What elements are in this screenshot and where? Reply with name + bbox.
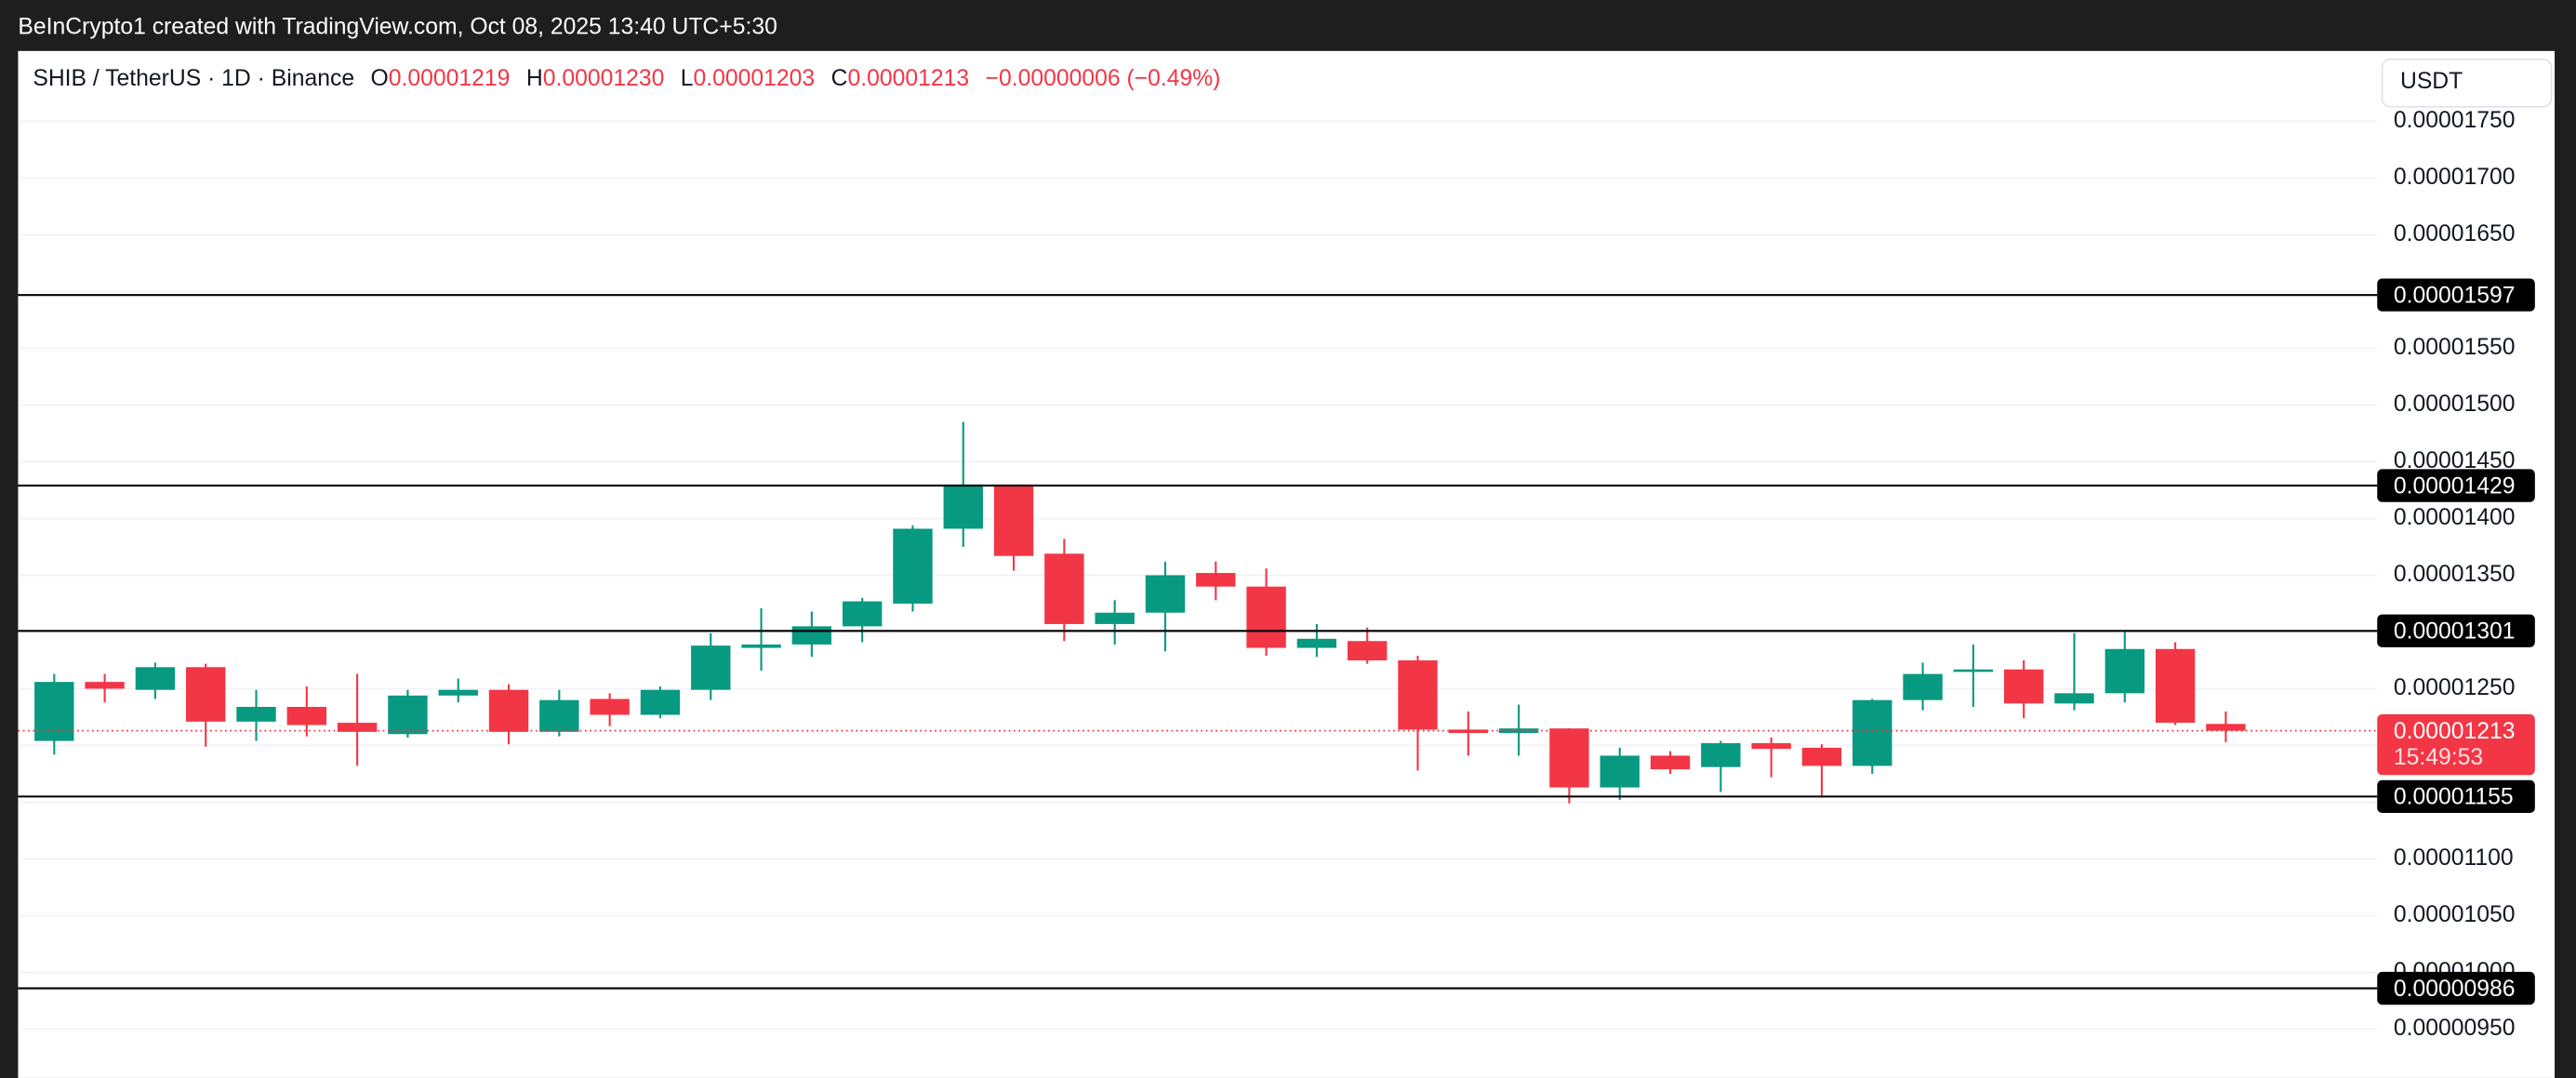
candle-body <box>1953 669 1994 672</box>
candle-body <box>1600 755 1640 788</box>
y-tick-label: 0.00001350 <box>2394 562 2516 587</box>
candle-body <box>691 645 731 690</box>
candle-body <box>1296 638 1337 648</box>
candle-body <box>943 484 983 529</box>
candle-body <box>1903 673 1943 700</box>
candle-body <box>2206 724 2246 731</box>
plot-background <box>18 50 2556 1078</box>
candle-body <box>2155 648 2196 724</box>
candles <box>34 421 2246 804</box>
y-tick-label: 0.00001400 <box>2394 505 2516 530</box>
candle-body <box>286 706 327 725</box>
currency-label[interactable]: USDT <box>2400 69 2463 94</box>
candle-body <box>1348 641 1388 660</box>
countdown: 15:49:53 <box>2394 745 2483 770</box>
y-tick-label: 0.00001100 <box>2394 845 2514 871</box>
level-label: 0.00001155 <box>2394 785 2514 810</box>
level-label: 0.00000986 <box>2394 977 2516 1002</box>
candle-body <box>85 682 125 689</box>
level-label: 0.00001429 <box>2394 473 2516 499</box>
legend-label: H <box>526 65 543 90</box>
candle-body <box>1145 575 1186 613</box>
legend-value: 0.00001203 <box>694 65 816 90</box>
candle-body <box>236 706 276 722</box>
currency-button[interactable] <box>2381 58 2553 108</box>
level-label: 0.00001301 <box>2394 619 2516 645</box>
header: BeInCrypto1 created with TradingView.com… <box>18 15 777 40</box>
y-tick-label: 0.00001500 <box>2394 392 2516 417</box>
candle-body <box>34 682 74 741</box>
candle-body <box>438 689 478 696</box>
level-label-box <box>2377 469 2535 502</box>
candle-body <box>1246 586 1286 648</box>
candle-body <box>135 667 176 690</box>
candle-body <box>1398 659 1438 730</box>
y-tick-label: 0.00001750 <box>2394 108 2516 133</box>
candle-body <box>1852 699 1892 766</box>
y-tick-label: 0.00001050 <box>2394 902 2516 927</box>
candle-body <box>1701 743 1741 767</box>
grid <box>18 120 2378 1031</box>
legend-value: 0.00001230 <box>543 65 665 90</box>
legend-value: 0.00001213 <box>848 65 970 90</box>
level-label: 0.00001597 <box>2394 283 2516 308</box>
candle-body <box>741 644 781 648</box>
candle-body <box>1196 573 1236 587</box>
legend-label: C <box>831 65 848 90</box>
candle-body <box>1650 755 1691 770</box>
candle-body <box>1549 728 1589 788</box>
levels: 0.00001597 0.00001429 0.00001301 0.00001155… <box>18 278 2535 1005</box>
candle-body <box>1095 612 1135 624</box>
symbol: SHIB / TetherUS · 1D · Binance <box>33 65 354 90</box>
candle-body <box>539 699 579 732</box>
candle-body <box>791 626 832 645</box>
current-price-label: 0.00001213 <box>2394 719 2516 744</box>
legend-label: L <box>681 65 694 90</box>
candle-body <box>893 528 933 604</box>
legend-value: 0.00001219 <box>389 65 511 90</box>
level-label-box <box>2377 614 2535 647</box>
y-tick-label: 0.00000950 <box>2394 1016 2516 1041</box>
y-tick-label: 0.00001250 <box>2394 675 2516 700</box>
candle-body <box>388 695 428 735</box>
current-price-box <box>2377 713 2535 776</box>
legend-label: O <box>371 65 389 90</box>
candle-body <box>186 667 226 722</box>
candle-body <box>993 484 1034 556</box>
candle-body <box>640 689 681 715</box>
candle-body <box>590 699 630 715</box>
y-tick-label: 0.00001650 <box>2394 221 2516 246</box>
candle-body <box>2054 693 2094 704</box>
candle-body <box>842 601 883 627</box>
legend: SHIB / TetherUS · 1D · Binance O0.000012… <box>33 65 1220 90</box>
legend-change: −0.00000006 (−0.49%) <box>986 65 1221 90</box>
candle-body <box>2003 669 2044 704</box>
candle-body <box>1751 743 1791 750</box>
level-label-box <box>2377 278 2535 312</box>
candle-body <box>337 723 378 732</box>
level-label-box <box>2377 779 2535 814</box>
y-tick-label: 0.00001550 <box>2394 335 2516 360</box>
candle-body <box>488 689 529 732</box>
candle-body <box>2105 648 2144 694</box>
y-tick-label: 0.00001700 <box>2394 165 2516 190</box>
candle-body <box>1801 747 1842 766</box>
candle-body <box>1044 553 1084 624</box>
candle-body <box>1498 728 1539 734</box>
level-label-box <box>2377 971 2535 1005</box>
